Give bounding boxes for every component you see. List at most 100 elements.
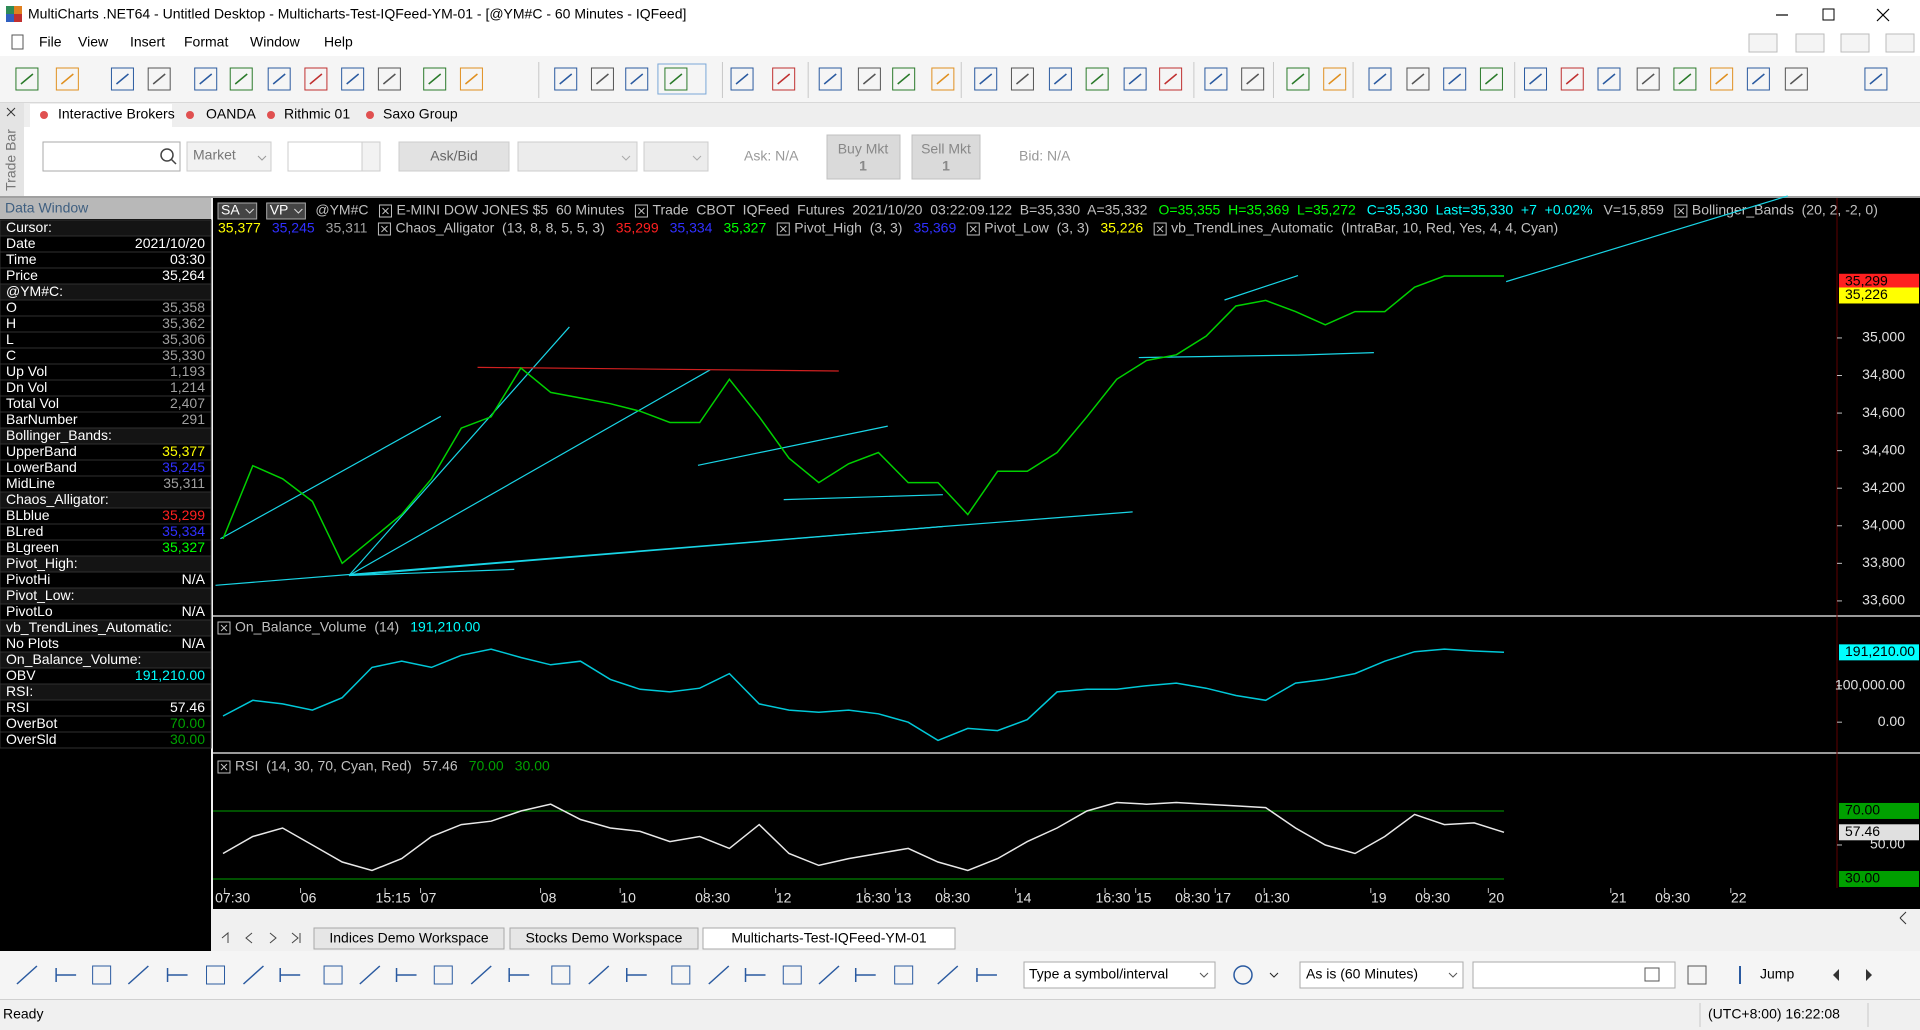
toolbar-button[interactable] — [1479, 67, 1503, 91]
toolbar-button[interactable] — [554, 67, 578, 91]
clock-icon[interactable] — [1233, 965, 1253, 985]
header-button[interactable] — [266, 202, 306, 220]
nav-back[interactable] — [1833, 969, 1839, 981]
toolbar-button[interactable] — [1597, 67, 1621, 91]
nav-forward[interactable] — [1866, 969, 1872, 981]
jump-button[interactable]: Jump — [1760, 966, 1794, 982]
toolbar-button[interactable] — [1368, 67, 1392, 91]
sell-market-button[interactable] — [911, 134, 981, 180]
toolbar-button[interactable] — [892, 67, 916, 91]
workspace-nav[interactable] — [291, 932, 301, 944]
toolbar-button[interactable] — [304, 67, 328, 91]
toolbar-button[interactable] — [110, 67, 134, 91]
toolbar-button[interactable] — [1746, 67, 1770, 91]
menu-item[interactable]: View — [78, 34, 109, 50]
broker-tab[interactable]: Saxo Group — [383, 106, 458, 122]
toolbar-button[interactable] — [1010, 67, 1034, 91]
broker-tab[interactable]: OANDA — [206, 106, 256, 122]
toolbar-button[interactable] — [423, 67, 447, 91]
broker-tab[interactable]: Rithmic 01 — [284, 106, 350, 122]
workspace-nav[interactable] — [221, 931, 229, 943]
toolbar-button[interactable] — [341, 67, 365, 91]
header-button[interactable] — [217, 202, 258, 220]
toolbar-button[interactable] — [1443, 67, 1467, 91]
drawing-tool[interactable] — [551, 965, 571, 985]
maximize-button[interactable] — [1822, 8, 1835, 21]
price-source-button[interactable] — [398, 141, 510, 172]
toolbar-button[interactable] — [1323, 67, 1347, 91]
drawing-tool[interactable] — [782, 965, 802, 985]
drawing-tool[interactable] — [323, 965, 343, 985]
toolbar-button[interactable] — [1560, 67, 1584, 91]
toolbar-button[interactable] — [267, 67, 291, 91]
interval-combo[interactable] — [1299, 961, 1464, 989]
order-type-combo[interactable] — [186, 141, 272, 172]
toolbar-button[interactable] — [818, 67, 842, 91]
toolbar-button[interactable] — [1524, 67, 1548, 91]
symbol-combo[interactable] — [1023, 961, 1216, 989]
toolbar-button[interactable] — [590, 67, 614, 91]
workspace-tab[interactable] — [313, 927, 505, 950]
toolbar-button[interactable] — [1406, 67, 1430, 91]
date-input[interactable] — [1472, 961, 1676, 989]
drawing-tool[interactable] — [433, 965, 453, 985]
toolbar-button[interactable] — [664, 67, 688, 91]
study-checkbox[interactable] — [634, 204, 648, 218]
toolbar-button[interactable] — [229, 67, 253, 91]
toolbar-button[interactable] — [931, 67, 955, 91]
toolbar-button[interactable] — [15, 67, 39, 91]
toolbar-button[interactable] — [1123, 67, 1147, 91]
toolbar-button[interactable] — [730, 67, 754, 91]
toolbar-button[interactable] — [377, 67, 401, 91]
buy-market-button[interactable] — [826, 134, 901, 180]
drawing-tool[interactable] — [671, 965, 691, 985]
toolbar-button[interactable] — [1673, 67, 1697, 91]
toolbar-button[interactable] — [1048, 67, 1072, 91]
calendar-button[interactable] — [1687, 965, 1707, 985]
toolbar-button[interactable] — [974, 67, 998, 91]
toolbar-button[interactable] — [1710, 67, 1734, 91]
toolbar-button[interactable] — [1085, 67, 1109, 91]
toolbar-button[interactable] — [1636, 67, 1660, 91]
study-checkbox[interactable] — [1153, 222, 1167, 236]
study-checkbox[interactable] — [966, 222, 980, 236]
mdi-button[interactable] — [1840, 33, 1870, 53]
study-checkbox[interactable] — [1674, 204, 1688, 218]
study-checkbox[interactable] — [776, 222, 790, 236]
menu-item[interactable]: Window — [250, 34, 301, 50]
account-combo-2[interactable] — [643, 141, 709, 172]
study-checkbox[interactable] — [217, 760, 231, 774]
study-checkbox[interactable] — [377, 222, 391, 236]
toolbar-button[interactable] — [1159, 67, 1183, 91]
toolbar-button[interactable] — [1784, 67, 1808, 91]
toolbar-button[interactable] — [1864, 67, 1888, 91]
toolbar-button[interactable] — [147, 67, 171, 91]
menu-item[interactable]: Insert — [130, 34, 165, 50]
drawing-tool[interactable] — [92, 965, 112, 985]
study-checkbox[interactable] — [217, 621, 231, 635]
workspace-tab[interactable] — [509, 927, 699, 950]
toolbar-button[interactable] — [459, 67, 483, 91]
toolbar-button[interactable] — [625, 67, 649, 91]
symbol-input[interactable] — [42, 141, 181, 172]
toolbar-button[interactable] — [194, 67, 218, 91]
toolbar-button[interactable] — [1241, 67, 1265, 91]
menu-item[interactable]: Help — [324, 34, 353, 50]
toolbar-button[interactable] — [55, 67, 79, 91]
workspace-tab-active[interactable] — [702, 927, 956, 950]
menu-item[interactable]: File — [39, 34, 62, 50]
workspace-nav[interactable] — [245, 932, 253, 944]
toolbar-button[interactable] — [1204, 67, 1228, 91]
broker-tab[interactable]: Interactive Brokers — [58, 106, 175, 122]
mdi-button[interactable] — [1748, 33, 1778, 53]
workspace-nav[interactable] — [269, 932, 277, 944]
toolbar-button[interactable] — [857, 67, 881, 91]
drawing-tool[interactable] — [894, 965, 914, 985]
toolbar-button[interactable] — [772, 67, 796, 91]
drawing-tool[interactable] — [206, 965, 226, 985]
mdi-button[interactable] — [1885, 33, 1915, 53]
account-combo[interactable] — [517, 141, 638, 172]
study-checkbox[interactable] — [378, 204, 392, 218]
mdi-button[interactable] — [1795, 33, 1825, 53]
toolbar-button[interactable] — [1286, 67, 1310, 91]
